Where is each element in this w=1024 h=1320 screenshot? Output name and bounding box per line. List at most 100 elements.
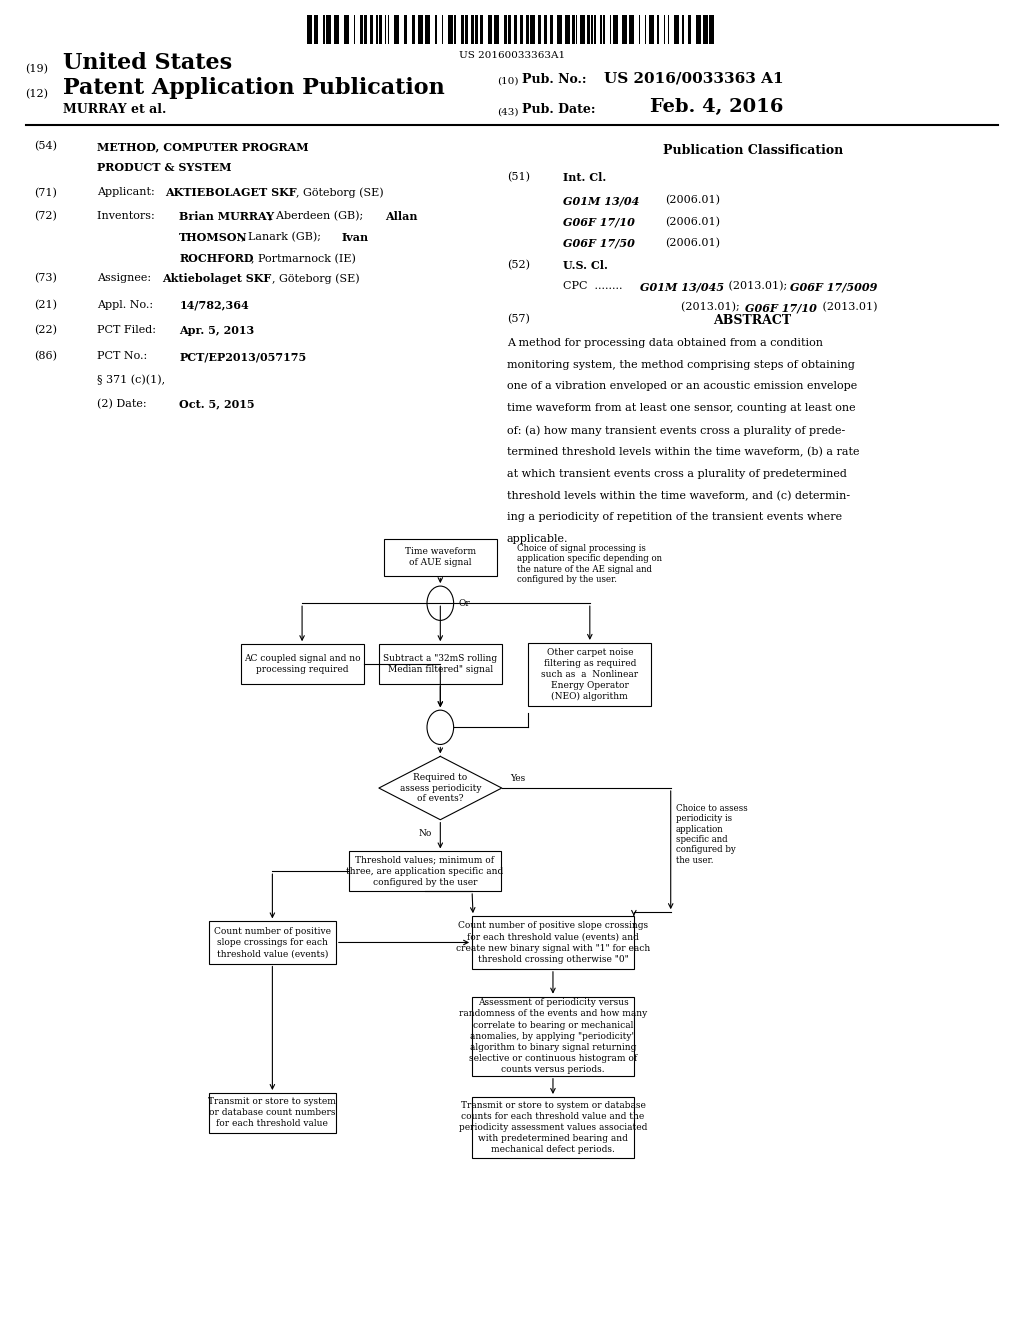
Bar <box>600 15 602 44</box>
Text: PCT No.:: PCT No.: <box>97 351 147 362</box>
Text: (19): (19) <box>26 63 48 74</box>
Text: 14/782,364: 14/782,364 <box>179 300 249 310</box>
Text: Count number of positive slope crossings
for each threshold value (events) and
c: Count number of positive slope crossings… <box>456 921 650 964</box>
Text: (10): (10) <box>497 77 518 86</box>
Bar <box>209 1093 336 1133</box>
Text: (43): (43) <box>497 107 518 116</box>
Text: Brian MURRAY: Brian MURRAY <box>179 211 274 222</box>
Text: Or: Or <box>459 599 470 607</box>
Text: US 20160033363A1: US 20160033363A1 <box>459 51 565 61</box>
Bar <box>472 997 634 1076</box>
Text: termined threshold levels within the time waveform, (b) a rate: termined threshold levels within the tim… <box>507 446 859 457</box>
Bar <box>639 15 640 44</box>
Bar <box>571 15 574 44</box>
Text: (2) Date:: (2) Date: <box>97 399 146 409</box>
Text: PRODUCT & SYSTEM: PRODUCT & SYSTEM <box>97 162 231 173</box>
Text: MURRAY et al.: MURRAY et al. <box>63 103 167 116</box>
Text: (52): (52) <box>507 260 529 271</box>
Text: Pub. Date:: Pub. Date: <box>522 103 596 116</box>
Text: Choice of signal processing is
application specific depending on
the nature of t: Choice of signal processing is applicati… <box>517 544 663 583</box>
Text: (2006.01): (2006.01) <box>666 195 721 206</box>
Text: Subtract a "32mS rolling
Median filtered" signal: Subtract a "32mS rolling Median filtered… <box>383 653 498 675</box>
Text: , Portmarnock (IE): , Portmarnock (IE) <box>251 253 355 264</box>
Bar <box>645 15 646 44</box>
Text: Appl. No.:: Appl. No.: <box>97 300 154 310</box>
Text: Transmit or store to system or database
counts for each threshold value and the
: Transmit or store to system or database … <box>459 1101 647 1154</box>
Text: § 371 (c)(1),: § 371 (c)(1), <box>97 375 166 385</box>
Bar <box>603 15 605 44</box>
Bar <box>447 15 453 44</box>
Bar <box>565 15 570 44</box>
Text: PCT/EP2013/057175: PCT/EP2013/057175 <box>179 351 306 362</box>
Bar <box>394 15 399 44</box>
Bar <box>379 644 502 684</box>
Text: Threshold values; minimum of
three, are application specific and
configured by t: Threshold values; minimum of three, are … <box>346 855 504 887</box>
Bar <box>591 15 593 44</box>
Text: (71): (71) <box>34 187 56 198</box>
Bar <box>479 15 482 44</box>
Bar <box>412 15 415 44</box>
Bar <box>418 15 423 44</box>
Bar <box>504 15 507 44</box>
Bar <box>702 15 708 44</box>
Bar <box>241 644 364 684</box>
Bar <box>461 15 464 44</box>
Text: , Göteborg (SE): , Göteborg (SE) <box>272 273 360 284</box>
Bar <box>696 15 701 44</box>
Bar <box>664 15 665 44</box>
Text: AKTIEBOLAGET SKF: AKTIEBOLAGET SKF <box>165 187 297 198</box>
Bar <box>365 15 368 44</box>
Text: one of a vibration enveloped or an acoustic emission envelope: one of a vibration enveloped or an acous… <box>507 381 857 392</box>
Text: at which transient events cross a plurality of predetermined: at which transient events cross a plural… <box>507 469 847 479</box>
Text: Ivan: Ivan <box>342 232 369 243</box>
Bar <box>577 15 578 44</box>
Text: Oct. 5, 2015: Oct. 5, 2015 <box>179 399 255 409</box>
Text: Time waveform
of AUE signal: Time waveform of AUE signal <box>404 546 476 568</box>
Bar <box>435 15 436 44</box>
Text: G01M 13/045: G01M 13/045 <box>640 281 724 292</box>
Bar <box>674 15 679 44</box>
Bar <box>472 1097 634 1158</box>
Text: (72): (72) <box>34 211 56 222</box>
Bar <box>494 15 499 44</box>
Bar <box>528 643 651 706</box>
Text: Aktiebolaget SKF: Aktiebolaget SKF <box>162 273 271 284</box>
Bar <box>385 15 386 44</box>
Bar <box>649 15 654 44</box>
Bar <box>557 15 562 44</box>
Bar <box>379 15 382 44</box>
Bar <box>544 15 547 44</box>
Text: G06F 17/10: G06F 17/10 <box>745 302 817 313</box>
Bar <box>327 15 331 44</box>
Text: THOMSON: THOMSON <box>179 232 248 243</box>
Text: Required to
assess periodicity
of events?: Required to assess periodicity of events… <box>399 774 481 803</box>
Text: (2013.01);: (2013.01); <box>681 302 743 313</box>
Bar <box>629 15 634 44</box>
Bar <box>520 15 523 44</box>
Text: applicable.: applicable. <box>507 533 568 544</box>
Text: (51): (51) <box>507 172 529 182</box>
Text: G06F 17/50: G06F 17/50 <box>563 238 635 248</box>
Text: METHOD, COMPUTER PROGRAM: METHOD, COMPUTER PROGRAM <box>97 141 309 152</box>
Bar <box>530 15 535 44</box>
Text: Apr. 5, 2013: Apr. 5, 2013 <box>179 325 254 335</box>
Bar <box>441 15 443 44</box>
Text: Inventors:: Inventors: <box>97 211 162 222</box>
Text: Publication Classification: Publication Classification <box>663 144 843 157</box>
Bar <box>612 15 617 44</box>
Text: A method for processing data obtained from a condition: A method for processing data obtained fr… <box>507 338 823 348</box>
Bar <box>465 15 468 44</box>
Bar <box>349 851 501 891</box>
Bar <box>525 15 528 44</box>
Bar <box>657 15 658 44</box>
Bar <box>514 15 517 44</box>
Text: Feb. 4, 2016: Feb. 4, 2016 <box>650 98 783 116</box>
Text: (22): (22) <box>34 325 56 335</box>
Bar <box>538 15 541 44</box>
Bar <box>475 15 478 44</box>
Text: No: No <box>419 829 432 838</box>
Text: G06F 17/10: G06F 17/10 <box>563 216 635 227</box>
Text: Transmit or store to system
or database count numbers
for each threshold value: Transmit or store to system or database … <box>209 1097 336 1129</box>
Bar <box>688 15 691 44</box>
Text: US 2016/0033363 A1: US 2016/0033363 A1 <box>604 71 783 86</box>
